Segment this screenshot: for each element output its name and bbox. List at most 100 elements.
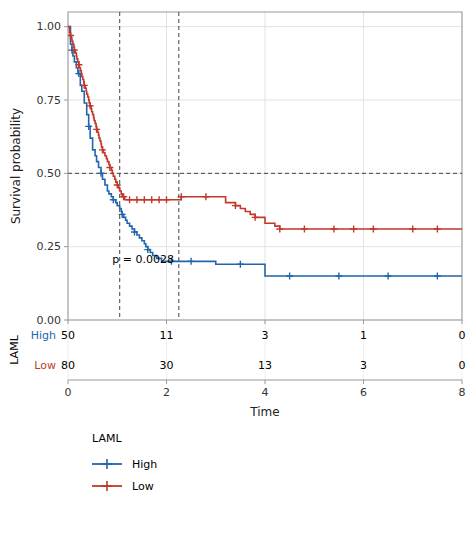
axes: 0.000.250.500.751.00Survival probability… [9,12,466,419]
grid-line-y [68,26,462,27]
censor-mark [75,61,82,68]
legend: LAML High Low [92,432,157,493]
censor-mark [81,82,88,89]
censor-mark [110,196,117,203]
y-tick [64,246,68,247]
grid [68,12,462,380]
x-tick-main [363,320,364,324]
plot-frame [68,12,462,320]
risk-row-label: Low [34,359,56,372]
censor-mark [87,102,94,109]
censor-mark [119,211,126,218]
censor-mark [350,226,357,233]
risk-number: 3 [360,359,367,372]
censor-mark [237,261,244,268]
risk-number: 3 [262,329,269,342]
y-tick-label: 0.75 [37,94,62,107]
x-tick [265,380,266,384]
y-axis-label: Survival probability [9,108,23,224]
risk-number: 0 [459,329,466,342]
censor-mark [178,193,185,200]
censor-mark [133,196,140,203]
grid-line-y [68,246,462,247]
censor-mark [434,273,441,280]
legend-marker [102,459,112,469]
censor-mark [276,226,283,233]
y-tick [64,26,68,27]
risk-number: 50 [61,329,75,342]
x-tick-main [166,320,167,324]
y-tick-label: 0.25 [37,240,62,253]
censor-mark [106,164,113,171]
y-tick [64,320,68,321]
censor-mark [252,214,259,221]
censor-mark [99,146,106,153]
risk-table: High5011310Low80301330LAML [8,329,466,372]
reference-line-x [178,12,179,320]
censor-mark [409,226,416,233]
censor-mark [286,273,293,280]
chart: 0.000.250.500.751.00Survival probability… [0,0,474,553]
censor-mark [370,226,377,233]
censor-mark [330,226,337,233]
survival-curve [68,27,462,229]
censor-mark [71,47,78,54]
reference-line-x [119,12,120,320]
annotations: p = 0.0028 [112,253,174,266]
x-tick-label: 6 [360,386,367,399]
x-tick [166,380,167,384]
x-tick-label: 4 [262,386,269,399]
censor-mark [114,182,121,189]
y-tick [64,173,68,174]
censor-mark [93,126,100,133]
x-tick-label: 0 [65,386,72,399]
x-tick-label: 2 [163,386,170,399]
x-tick-label: 8 [459,386,466,399]
legend-title: LAML [92,432,122,445]
legend-label: Low [132,480,154,493]
y-tick [64,100,68,101]
risk-table-title: LAML [8,334,21,364]
risk-row-label: High [31,329,56,342]
censor-mark [232,202,239,209]
x-tick-main [265,320,266,324]
x-tick [363,380,364,384]
annotation: p = 0.0028 [112,253,174,266]
censor-mark [385,273,392,280]
x-tick-main [68,320,69,324]
censor-mark [335,273,342,280]
grid-line-y [68,100,462,101]
risk-number: 80 [61,359,75,372]
censor-mark [202,193,209,200]
risk-number: 13 [258,359,272,372]
grid-line-x [166,12,167,320]
risk-number: 0 [459,359,466,372]
censor-mark [301,226,308,233]
risk-number: 30 [160,359,174,372]
x-tick-main [462,320,463,324]
x-tick [68,380,69,384]
x-axis-label: Time [249,405,279,419]
censor-mark [434,226,441,233]
grid-line-x [363,12,364,320]
y-tick-label: 0.00 [37,314,62,327]
censor-mark [68,32,74,39]
censor-mark [188,258,195,265]
x-tick [462,380,463,384]
censor-mark [156,196,163,203]
censor-mark [97,170,104,177]
legend-label: High [132,458,157,471]
plot-area [68,12,462,320]
risk-number: 1 [360,329,367,342]
legend-marker [102,481,112,491]
y-tick-label: 0.50 [37,167,62,180]
censor-mark [126,196,133,203]
censor-mark [148,196,155,203]
risk-number: 11 [160,329,174,342]
grid-line-y [68,173,462,174]
censor-mark [131,229,138,236]
censor-mark [141,196,148,203]
reference-line-y [68,173,462,174]
survival-curve [68,27,462,276]
censor-mark [85,123,92,130]
